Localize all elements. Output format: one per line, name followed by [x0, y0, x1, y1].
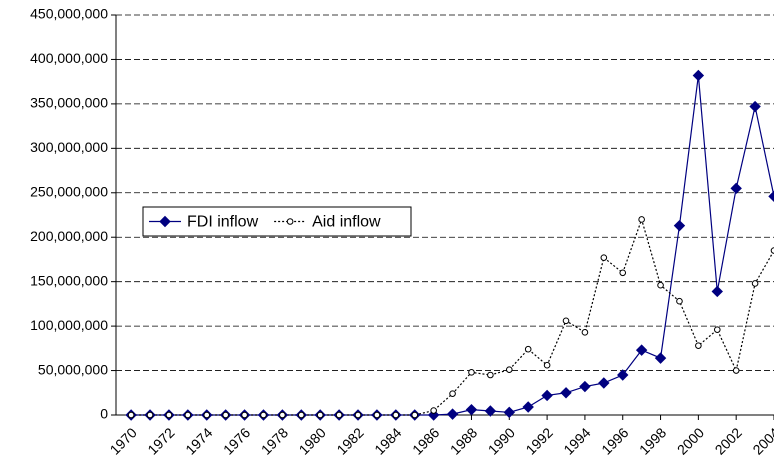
legend-marker	[286, 218, 294, 225]
data-point	[598, 377, 610, 389]
data-point	[430, 407, 437, 414]
data-point	[768, 190, 774, 203]
y-tick-label: 300,000,000	[30, 139, 108, 155]
data-point	[692, 69, 705, 82]
legend-label: Aid inflow	[312, 214, 381, 231]
data-point	[392, 411, 400, 419]
x-tick-label: 1984	[371, 424, 404, 457]
data-point	[638, 216, 645, 223]
data-point	[543, 361, 551, 369]
data-point	[297, 411, 305, 419]
data-point	[541, 389, 553, 402]
data-point	[503, 406, 515, 419]
data-point	[619, 269, 627, 277]
x-tick-label: 1988	[447, 424, 480, 457]
data-point	[654, 352, 667, 364]
x-tick-label: 1986	[409, 424, 442, 457]
data-point	[579, 380, 591, 393]
data-point	[165, 411, 173, 419]
data-point	[316, 411, 324, 419]
x-tick-label: 2000	[674, 424, 707, 457]
data-point	[713, 326, 721, 333]
x-tick-label: 1972	[144, 424, 177, 457]
x-tick-label: 1978	[258, 424, 291, 457]
x-tick-label: 2004	[749, 424, 774, 457]
data-point	[560, 387, 572, 399]
data-point	[146, 411, 154, 419]
y-tick-label: 100,000,000	[30, 317, 108, 333]
data-point	[749, 100, 761, 113]
x-tick-label: 1982	[333, 424, 366, 457]
data-point	[279, 411, 286, 419]
data-point	[260, 411, 267, 419]
data-point	[711, 285, 723, 298]
data-point	[617, 369, 629, 381]
data-point	[465, 403, 478, 416]
data-point	[446, 408, 459, 420]
data-point	[600, 254, 608, 261]
data-point	[562, 317, 570, 325]
data-point	[770, 247, 774, 254]
x-tick-label: 1994	[560, 424, 593, 457]
data-point	[730, 182, 742, 195]
x-tick-label: 1990	[485, 424, 518, 457]
x-tick-label: 1970	[107, 424, 140, 457]
data-point	[354, 411, 362, 419]
data-point	[673, 219, 686, 232]
data-point	[522, 401, 534, 413]
x-tick-label: 1976	[220, 424, 253, 457]
y-tick-label: 150,000,000	[30, 272, 108, 288]
y-tick-label: 450,000,000	[30, 6, 108, 22]
data-point	[203, 411, 211, 419]
data-point	[241, 411, 248, 419]
data-point	[484, 405, 497, 417]
x-tick-label: 1996	[598, 424, 631, 457]
data-point	[127, 411, 135, 419]
x-tick-label: 2002	[712, 424, 745, 457]
y-tick-label: 50,000,000	[38, 361, 108, 377]
data-point	[676, 297, 683, 305]
data-point	[487, 371, 494, 379]
data-point	[695, 342, 702, 349]
legend-marker	[159, 215, 171, 228]
y-tick-label: 400,000,000	[30, 50, 108, 66]
data-point	[505, 366, 513, 373]
series-line	[131, 217, 774, 416]
data-point	[411, 411, 419, 419]
data-point	[732, 367, 740, 374]
data-point	[751, 280, 759, 287]
x-tick-label: 1992	[522, 424, 555, 457]
legend-label: FDI inflow	[187, 214, 259, 231]
x-tick-label: 1980	[296, 424, 329, 457]
data-point	[468, 369, 475, 376]
data-point	[222, 411, 229, 419]
y-tick-label: 350,000,000	[30, 95, 108, 111]
series-line	[131, 75, 774, 416]
x-tick-label: 1998	[636, 424, 669, 457]
legend: FDI inflow Aid inflow	[142, 206, 412, 237]
data-point	[657, 281, 664, 289]
data-point	[581, 329, 589, 336]
y-tick-label: 250,000,000	[30, 183, 108, 199]
y-tick-label: 0	[100, 406, 108, 422]
x-tick-label: 1974	[182, 424, 215, 457]
data-point	[184, 411, 192, 419]
legend-box	[142, 206, 412, 237]
data-point	[373, 411, 381, 419]
y-tick-label: 200,000,000	[30, 228, 108, 244]
data-point	[524, 345, 532, 353]
data-point	[635, 344, 648, 356]
data-point	[449, 390, 456, 397]
data-point	[335, 411, 343, 419]
